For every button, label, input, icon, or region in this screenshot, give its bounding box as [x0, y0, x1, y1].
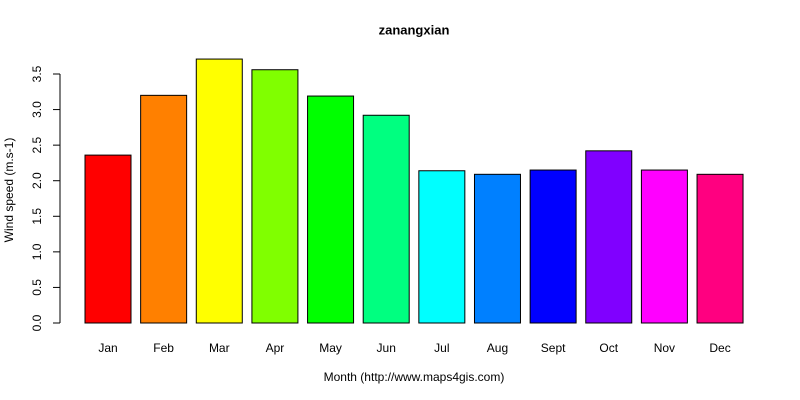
chart-title: zanangxian: [379, 22, 450, 37]
bar: [640, 169, 688, 324]
x-tick-label: Aug: [487, 341, 508, 355]
y-tick-label: 1.0: [30, 243, 44, 260]
bar: [585, 150, 633, 324]
bar: [473, 173, 521, 324]
bar: [140, 94, 188, 324]
x-tick-label: Mar: [209, 341, 230, 355]
y-tick-label: 3.5: [30, 65, 44, 82]
y-tick-label: 2.5: [30, 136, 44, 153]
y-tick-label: 0.0: [30, 314, 44, 331]
x-tick-label: Jul: [434, 341, 449, 355]
x-tick-label: Sept: [541, 341, 566, 355]
y-tick-label: 1.5: [30, 208, 44, 225]
bar: [529, 169, 577, 324]
x-tick-label: Feb: [153, 341, 174, 355]
y-tick-label: 0.5: [30, 279, 44, 296]
bar: [418, 170, 466, 324]
y-tick-label: 2.0: [30, 172, 44, 189]
bar: [195, 58, 243, 324]
x-tick-label: Dec: [709, 341, 730, 355]
bar: [84, 154, 132, 324]
x-tick-label: May: [319, 341, 342, 355]
x-tick-label: Apr: [266, 341, 285, 355]
x-tick-label: Nov: [654, 341, 675, 355]
bar: [362, 114, 410, 324]
y-tick-label: 3.0: [30, 101, 44, 118]
x-axis-label: Month (http://www.maps4gis.com): [324, 370, 505, 384]
bar: [307, 95, 355, 324]
x-tick-label: Oct: [599, 341, 618, 355]
bar: [696, 173, 744, 324]
x-tick-label: Jun: [377, 341, 396, 355]
x-tick-label: Jan: [98, 341, 117, 355]
bar: [251, 69, 299, 324]
y-axis-label: Wind speed (m.s-1): [2, 138, 16, 243]
